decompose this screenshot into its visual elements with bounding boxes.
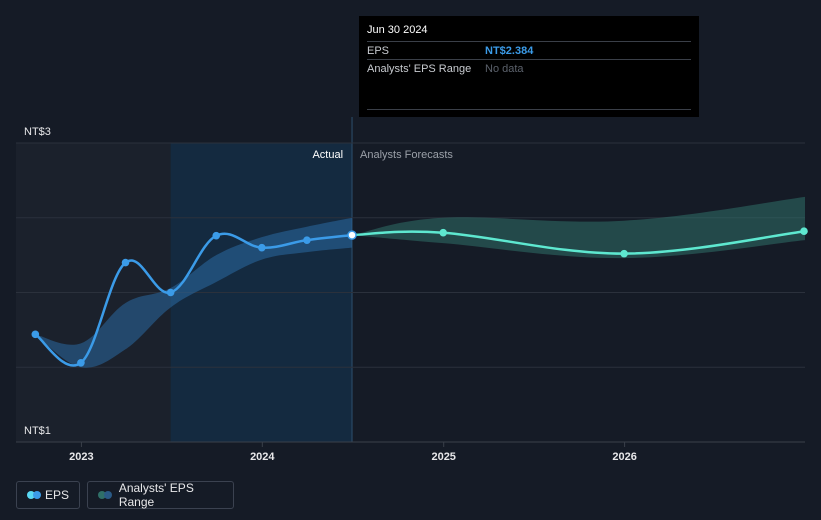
- legend-eps-button[interactable]: EPS: [16, 481, 80, 509]
- y-tick-label: NT$1: [24, 425, 51, 437]
- tooltip-range-value: No data: [485, 63, 524, 75]
- eps-legend-icon: [27, 491, 41, 499]
- actual-eps-point: [121, 258, 130, 267]
- forecast-eps-point: [439, 228, 448, 237]
- eps-tooltip: Jun 30 2024 EPS NT$2.384 Analysts' EPS R…: [359, 16, 699, 117]
- x-tick-label: 2026: [612, 451, 636, 463]
- forecast-eps-point: [800, 227, 808, 236]
- actual-eps-point: [212, 231, 221, 240]
- forecast-eps-point: [620, 249, 628, 258]
- tooltip-eps-row: EPS NT$2.384: [367, 41, 691, 60]
- legend-range-label: Analysts' EPS Range: [118, 481, 194, 509]
- actual-eps-point: [258, 243, 266, 252]
- range-legend-icon: [98, 491, 112, 499]
- y-tick-label: NT$3: [24, 126, 51, 138]
- tooltip-range-label: Analysts' EPS Range: [367, 63, 472, 75]
- legend-eps-label: EPS: [44, 488, 69, 502]
- actual-eps-point: [166, 288, 175, 297]
- tooltip-date: Jun 30 2024: [367, 24, 428, 36]
- forecast-eps-line: [351, 229, 806, 255]
- tooltip-eps-label: EPS: [367, 45, 390, 57]
- actual-section-label: Actual: [312, 149, 343, 161]
- actual-eps-point: [347, 230, 357, 240]
- legend-range-button[interactable]: Analysts' EPS Range: [87, 481, 234, 509]
- actual-eps-range-band: [35, 217, 353, 368]
- actual-eps-point: [77, 358, 85, 367]
- x-tick-label: 2023: [69, 451, 93, 463]
- tooltip-range-row: Analysts' EPS Range No data: [367, 59, 691, 78]
- tooltip-eps-value: NT$2.384: [485, 45, 534, 57]
- x-tick-label: 2025: [431, 451, 455, 463]
- forecast-eps-range-band: [352, 196, 805, 259]
- actual-eps-point: [31, 330, 40, 339]
- actual-eps-line: [34, 232, 353, 367]
- actual-eps-point: [303, 236, 311, 244]
- tooltip-divider: [367, 109, 691, 110]
- x-tick-label: 2024: [250, 451, 275, 463]
- forecast-section-label: Analysts Forecasts: [360, 149, 453, 161]
